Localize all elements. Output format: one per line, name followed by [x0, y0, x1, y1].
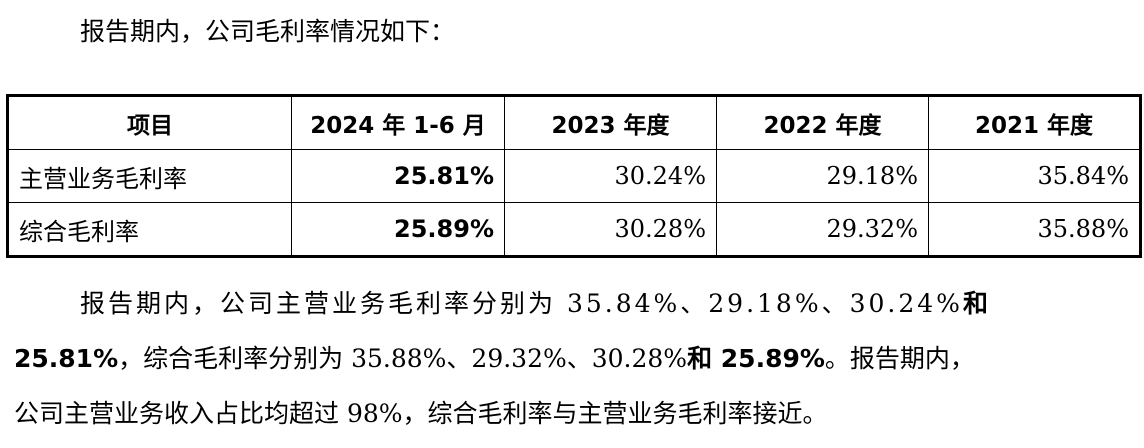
intro-text: 报告期内，公司毛利率情况如下：	[80, 17, 456, 46]
header-2024h1: 2024 年 1-6 月	[291, 95, 505, 150]
cell-value: 35.84%	[928, 149, 1141, 203]
paragraph-bold: 25.81%	[14, 344, 119, 373]
header-item: 项目	[7, 95, 292, 150]
cell-value: 29.32%	[716, 202, 929, 257]
paragraph-line-3: 公司主营业务收入占比均超过 98%，综合毛利率与主营业务毛利率接近。	[14, 399, 828, 428]
header-2022: 2022 年度	[716, 95, 929, 150]
cell-value: 25.89%	[291, 202, 505, 257]
row-label: 主营业务毛利率	[7, 149, 292, 203]
gross-margin-table: 项目 2024 年 1-6 月 2023 年度 2022 年度 2021 年度 …	[6, 94, 1142, 258]
header-2023: 2023 年度	[504, 95, 717, 150]
cell-value: 30.24%	[504, 149, 717, 203]
paragraph-line-1: 报告期内，公司主营业务毛利率分别为 35.84%、29.18%、30.24%和	[14, 276, 1134, 331]
table-header-row: 项目 2024 年 1-6 月 2023 年度 2022 年度 2021 年度	[7, 95, 1141, 150]
cell-value: 29.18%	[716, 149, 929, 203]
paragraph-line-2: 25.81%，综合毛利率分别为 35.88%、29.32%、30.28%和 25…	[14, 331, 1134, 386]
row-label: 综合毛利率	[7, 202, 292, 257]
cell-value: 30.28%	[504, 202, 717, 257]
cell-value: 25.81%	[291, 149, 505, 203]
paragraph-text: 报告期内，公司主营业务毛利率分别为 35.84%、29.18%、30.24%	[80, 289, 963, 318]
paragraph-text: ，综合毛利率分别为 35.88%、29.32%、30.28%	[118, 344, 688, 373]
table-row: 综合毛利率 25.89% 30.28% 29.32% 35.88%	[7, 202, 1141, 257]
paragraph-bold: 和	[962, 289, 991, 318]
paragraph-bold: 和 25.89%	[687, 344, 825, 373]
cell-value: 35.88%	[928, 202, 1141, 257]
paragraph-text: 。报告期内，	[824, 344, 975, 373]
table-row: 主营业务毛利率 25.81% 30.24% 29.18% 35.84%	[7, 149, 1141, 203]
header-2021: 2021 年度	[928, 95, 1141, 150]
analysis-paragraph: 报告期内，公司主营业务毛利率分别为 35.84%、29.18%、30.24% 和 …	[14, 276, 1134, 441]
